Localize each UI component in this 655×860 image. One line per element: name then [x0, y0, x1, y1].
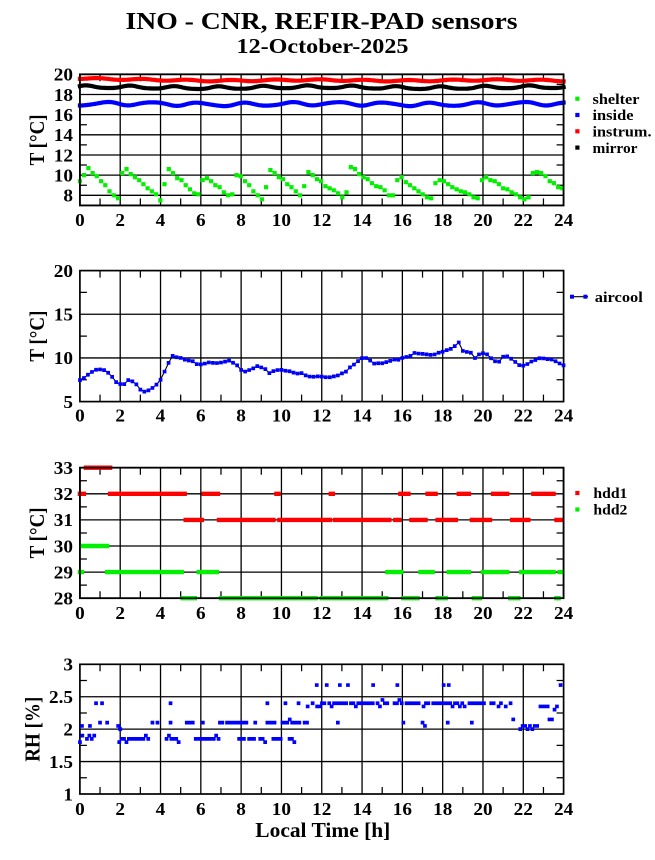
svg-text:16: 16	[393, 406, 412, 426]
svg-text:16: 16	[393, 603, 412, 623]
svg-text:4: 4	[156, 406, 166, 426]
svg-text:20: 20	[473, 210, 492, 230]
svg-text:12: 12	[312, 603, 331, 623]
svg-text:instrum.: instrum.	[593, 125, 652, 141]
svg-text:15: 15	[54, 305, 73, 325]
svg-text:4: 4	[156, 799, 166, 819]
svg-text:10: 10	[272, 799, 291, 819]
svg-text:22: 22	[514, 799, 533, 819]
svg-text:0: 0	[75, 210, 85, 230]
svg-text:10: 10	[272, 210, 291, 230]
svg-text:10: 10	[272, 406, 291, 426]
svg-text:14: 14	[353, 603, 372, 623]
svg-text:shelter: shelter	[593, 92, 640, 108]
svg-text:2.5: 2.5	[49, 687, 73, 707]
svg-text:10: 10	[54, 165, 73, 185]
svg-text:aircool: aircool	[595, 290, 643, 306]
svg-text:16: 16	[54, 105, 73, 125]
svg-text:T [°C]: T [°C]	[25, 114, 49, 165]
svg-text:3: 3	[63, 655, 73, 675]
svg-text:14: 14	[353, 210, 372, 230]
svg-text:18: 18	[433, 603, 452, 623]
svg-text:8: 8	[63, 186, 73, 206]
svg-text:INO - CNR, REFIR-PAD sensors: INO - CNR, REFIR-PAD sensors	[126, 9, 518, 35]
svg-text:24: 24	[554, 406, 573, 426]
svg-text:14: 14	[54, 125, 73, 145]
svg-text:6: 6	[196, 406, 206, 426]
svg-text:10: 10	[54, 348, 73, 368]
svg-text:0: 0	[75, 406, 85, 426]
svg-text:hdd2: hdd2	[593, 502, 627, 518]
svg-text:8: 8	[236, 799, 246, 819]
svg-text:T [°C]: T [°C]	[25, 311, 49, 362]
svg-text:8: 8	[236, 210, 246, 230]
svg-text:2: 2	[115, 210, 125, 230]
svg-text:20: 20	[473, 603, 492, 623]
svg-text:32: 32	[54, 484, 73, 504]
svg-text:22: 22	[514, 603, 533, 623]
svg-text:30: 30	[54, 536, 73, 556]
svg-text:RH [%]: RH [%]	[21, 697, 45, 762]
svg-text:24: 24	[554, 603, 573, 623]
svg-text:14: 14	[353, 406, 372, 426]
svg-text:22: 22	[514, 210, 533, 230]
svg-text:28: 28	[54, 589, 73, 609]
svg-text:mirror: mirror	[593, 141, 638, 157]
svg-text:2: 2	[115, 799, 125, 819]
svg-text:2: 2	[115, 603, 125, 623]
svg-text:hdd1: hdd1	[593, 486, 627, 502]
svg-text:16: 16	[393, 210, 412, 230]
svg-text:0: 0	[75, 799, 85, 819]
svg-text:1.5: 1.5	[49, 752, 73, 772]
svg-text:0: 0	[75, 603, 85, 623]
svg-text:T [°C]: T [°C]	[25, 507, 49, 558]
svg-text:14: 14	[353, 799, 372, 819]
svg-text:8: 8	[236, 603, 246, 623]
svg-text:20: 20	[473, 799, 492, 819]
svg-text:1: 1	[63, 784, 73, 804]
svg-text:20: 20	[54, 65, 73, 85]
svg-text:10: 10	[272, 603, 291, 623]
svg-text:24: 24	[554, 210, 573, 230]
svg-text:18: 18	[54, 85, 73, 105]
svg-text:12-October-2025: 12-October-2025	[237, 34, 409, 58]
svg-text:18: 18	[433, 210, 452, 230]
svg-text:12: 12	[312, 406, 331, 426]
svg-text:12: 12	[312, 799, 331, 819]
svg-text:18: 18	[433, 799, 452, 819]
svg-text:6: 6	[196, 603, 206, 623]
svg-text:4: 4	[156, 603, 166, 623]
svg-text:29: 29	[54, 562, 73, 582]
svg-text:5: 5	[63, 392, 73, 412]
svg-text:12: 12	[54, 145, 73, 165]
svg-text:inside: inside	[593, 108, 634, 124]
svg-text:6: 6	[196, 210, 206, 230]
svg-text:18: 18	[433, 406, 452, 426]
svg-text:8: 8	[236, 406, 246, 426]
svg-text:12: 12	[312, 210, 331, 230]
svg-text:20: 20	[473, 406, 492, 426]
svg-text:Local Time [h]: Local Time [h]	[255, 818, 390, 842]
svg-text:22: 22	[514, 406, 533, 426]
svg-text:2: 2	[115, 406, 125, 426]
svg-text:20: 20	[54, 261, 73, 281]
svg-text:33: 33	[54, 458, 73, 478]
svg-text:4: 4	[156, 210, 166, 230]
svg-text:6: 6	[196, 799, 206, 819]
svg-text:16: 16	[393, 799, 412, 819]
svg-text:31: 31	[54, 510, 73, 530]
svg-text:2: 2	[63, 719, 73, 739]
svg-text:24: 24	[554, 799, 573, 819]
